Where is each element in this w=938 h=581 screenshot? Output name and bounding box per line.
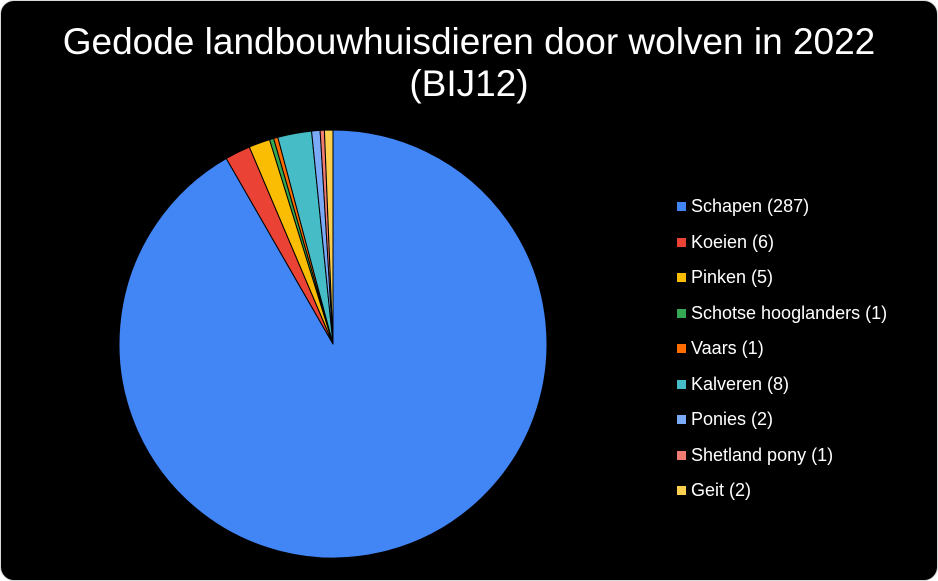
legend-swatch-pinken: [677, 273, 686, 283]
legend-item-koeien: Koeien (6): [677, 225, 887, 261]
legend-item-ponies: Ponies (2): [677, 402, 887, 438]
legend-item-vaars: Vaars (1): [677, 331, 887, 367]
legend-item-geit: Geit (2): [677, 473, 887, 509]
legend-item-shetland-pony: Shetland pony (1): [677, 438, 887, 474]
legend-swatch-vaars: [677, 344, 686, 354]
legend-swatch-ponies: [677, 415, 686, 425]
chart-title: Gedode landbouwhuisdieren door wolven in…: [62, 21, 876, 104]
legend-item-schotse-hooglanders: Schotse hooglanders (1): [677, 296, 887, 332]
legend-swatch-schapen: [677, 202, 686, 212]
legend-label-koeien: Koeien (6): [691, 231, 775, 252]
legend-swatch-kalveren: [677, 379, 686, 389]
legend-label-kalveren: Kalveren (8): [691, 373, 790, 394]
pie-slice-geit: [323, 129, 334, 345]
chart-legend: Schapen (287) Koeien (6) Pinken (5) Scho…: [677, 189, 887, 509]
legend-label-schotse-hooglanders: Schotse hooglanders (1): [691, 302, 888, 323]
legend-label-vaars: Vaars (1): [691, 338, 764, 359]
legend-swatch-geit: [677, 486, 686, 496]
legend-swatch-schotse-hooglanders: [677, 308, 686, 318]
legend-item-schapen: Schapen (287): [677, 189, 887, 225]
legend-label-geit: Geit (2): [691, 480, 752, 501]
legend-label-shetland-pony: Shetland pony (1): [691, 444, 834, 465]
legend-swatch-koeien: [677, 237, 686, 247]
legend-label-schapen: Schapen (287): [691, 196, 810, 217]
legend-swatch-shetland-pony: [677, 450, 686, 460]
legend-label-ponies: Ponies (2): [691, 409, 774, 430]
legend-item-kalveren: Kalveren (8): [677, 367, 887, 403]
legend-item-pinken: Pinken (5): [677, 260, 887, 296]
legend-label-pinken: Pinken (5): [691, 267, 774, 288]
